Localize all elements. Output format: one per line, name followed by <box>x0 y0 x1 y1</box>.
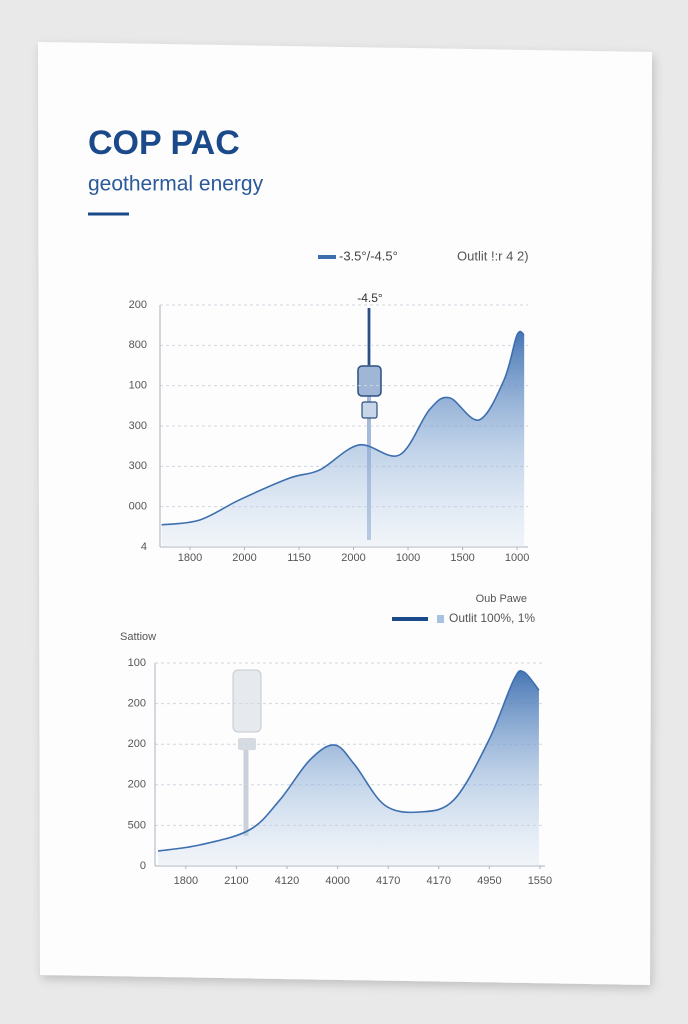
x-tick-label: 4950 <box>477 875 501 887</box>
x-tick-label: 1800 <box>178 552 202 564</box>
y-tick-label: 200 <box>128 698 146 710</box>
subtitle: geothermal energy <box>88 173 264 196</box>
y-tick-label: 800 <box>129 339 147 351</box>
y-tick-label: 4 <box>141 541 147 553</box>
area <box>158 670 539 866</box>
line <box>161 330 525 526</box>
y-tick-label: 300 <box>129 420 147 432</box>
probe <box>232 669 262 836</box>
y-tick-label: 100 <box>129 380 147 392</box>
x-tick-label: 4170 <box>376 875 400 887</box>
y-tick-label: 300 <box>129 460 147 472</box>
y-tick-label: 100 <box>128 657 146 669</box>
x-tick-label: 1000 <box>505 552 529 564</box>
legend-label: Outlit 100%, 1% <box>449 611 535 625</box>
x-tick-label: 2100 <box>224 875 248 887</box>
y-tick-label: 500 <box>128 819 146 831</box>
legend-note: Outlit !:r 4 2) <box>457 248 529 263</box>
y-tick-label: 200 <box>128 738 146 750</box>
legend-label: -3.5°/-4.5° <box>339 248 398 263</box>
y-tick-label: 0 <box>140 860 146 872</box>
x-tick-label: 1550 <box>528 875 552 887</box>
x-tick-label: 1150 <box>287 552 311 564</box>
x-tick-label: 4000 <box>325 875 349 887</box>
x-tick-label: 4120 <box>275 875 299 887</box>
y-tick-label: 200 <box>128 779 146 791</box>
x-tick-label: 2000 <box>341 552 365 564</box>
legend-title: Oub Pawe <box>476 593 527 605</box>
title: COP PAC <box>88 124 240 162</box>
line <box>157 669 540 852</box>
x-tick-label: 1000 <box>396 552 420 564</box>
y-tick-label: 200 <box>129 299 147 311</box>
x-tick-label: 1500 <box>450 552 474 564</box>
y-tick-label: 000 <box>129 501 147 513</box>
y-axis-label: Sattiow <box>120 631 156 643</box>
x-tick-label: 1800 <box>174 875 198 887</box>
x-tick-label: 2000 <box>232 552 256 564</box>
annotation: -4.5° <box>357 291 383 305</box>
legend-swatch <box>437 615 444 623</box>
area <box>161 331 525 547</box>
x-tick-label: 4170 <box>427 875 451 887</box>
